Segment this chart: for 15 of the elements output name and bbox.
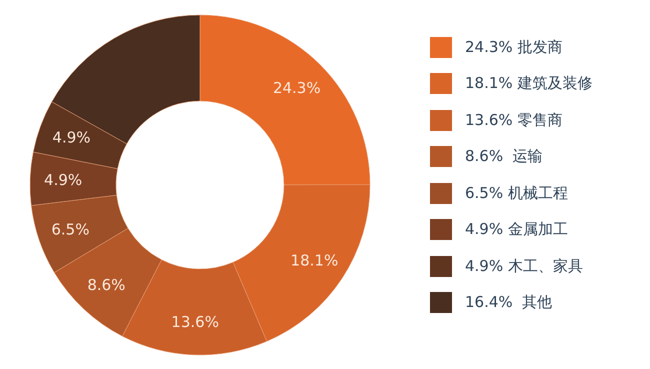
legend-label: 18.1% 建筑及装修: [465, 74, 592, 94]
legend-label: 4.9% 金属加工: [465, 220, 568, 240]
data-label: 4.9%: [44, 170, 82, 189]
legend-label: 4.9% 木工、家具: [465, 256, 583, 276]
data-label: 8.6%: [87, 276, 126, 294]
legend-label: 24.3% 批发商: [465, 38, 562, 57]
legend-label: 13.6% 零售商: [465, 110, 562, 130]
data-label: 18.1%: [290, 251, 338, 270]
legend-label: 8.6% 运输: [465, 147, 543, 166]
data-label: 4.9%: [52, 128, 91, 147]
data-label: 6.5%: [51, 220, 90, 239]
legend-label: 16.4% 其他: [465, 293, 552, 312]
data-label: 13.6%: [171, 312, 219, 331]
data-label: 24.3%: [272, 79, 321, 98]
legend-label: 6.5% 机械工程: [465, 184, 568, 203]
